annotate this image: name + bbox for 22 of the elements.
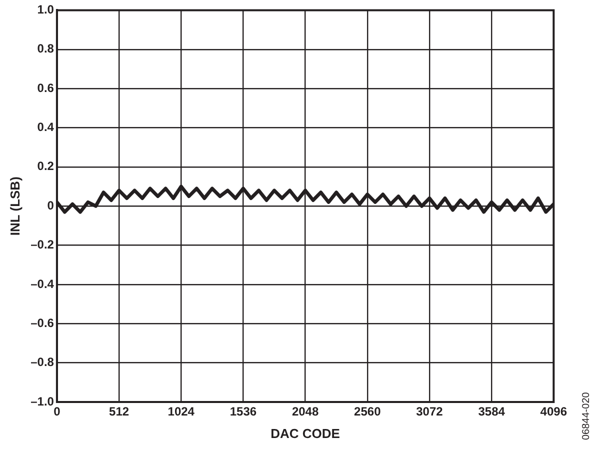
x-tick-label: 4096 — [540, 404, 568, 419]
y-tick-label: 0.4 — [37, 120, 54, 134]
x-tick-label: 3072 — [416, 404, 444, 419]
x-tick-label: 2048 — [292, 404, 319, 419]
y-tick-label: 1.0 — [37, 2, 54, 17]
y-tick-label: –0.6 — [30, 316, 54, 330]
x-tick-label: 1536 — [230, 404, 257, 419]
y-tick-label: –0.2 — [30, 238, 54, 252]
y-tick-label: –0.8 — [30, 355, 54, 370]
x-axis-title: DAC CODE — [270, 426, 340, 441]
y-tick-label: 0.2 — [37, 159, 54, 174]
text: 06844-020 — [581, 392, 592, 440]
y-tick-label: –0.4 — [30, 276, 54, 291]
y-tick-label: –1.0 — [30, 394, 54, 408]
x-tick-label: 512 — [109, 404, 130, 419]
x-tick-label: 3584 — [478, 404, 506, 419]
y-tick-label: 0.6 — [37, 80, 54, 95]
y-tick-label: 0 — [47, 198, 54, 212]
x-tick-label: 1024 — [168, 404, 195, 419]
x-tick-label: 2560 — [354, 404, 382, 419]
y-tick-label: 0.8 — [37, 42, 54, 56]
y-axis-title: INL (LSB) — [7, 176, 22, 236]
